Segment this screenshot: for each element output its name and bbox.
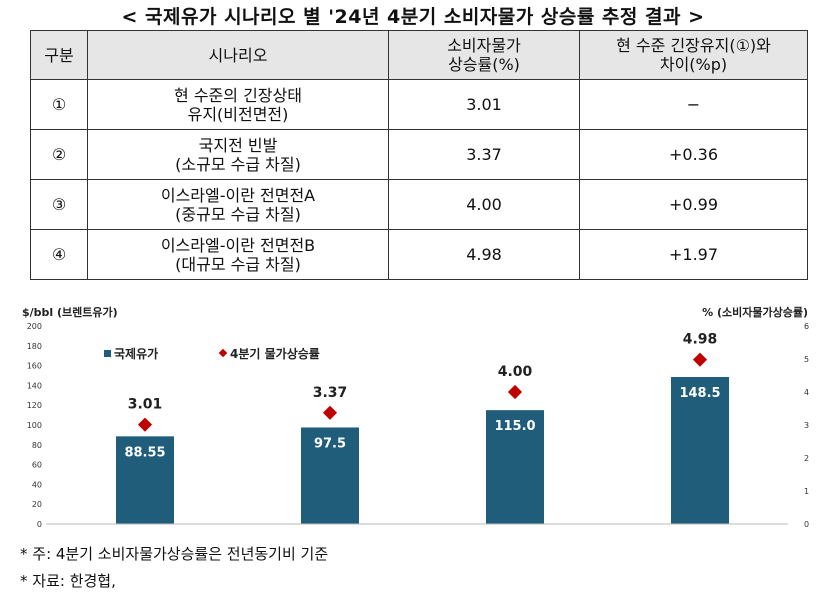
cell-line: 현 수준 긴장유지(①)와 bbox=[616, 36, 771, 55]
cell-line: 소비자물가 bbox=[447, 36, 521, 55]
cell-line: (대규모 수급 차질) bbox=[175, 254, 301, 274]
cell-line: 차이(%p) bbox=[659, 55, 728, 74]
cpi-value-label: 3.37 bbox=[313, 385, 348, 401]
header-cpi-rate: 소비자물가 상승률(%) bbox=[388, 30, 580, 80]
right-tick-label: 3 bbox=[804, 421, 809, 430]
cpi-value-label: 4.98 bbox=[683, 332, 718, 348]
footnote-source: * 자료: 한경협, bbox=[20, 572, 116, 590]
page-title: < 국제유가 시나리오 별 '24년 4분기 소비자물가 상승률 추정 결과 > bbox=[121, 6, 705, 28]
table-row: ① 현 수준의 긴장상태 유지(비전면전) 3.01 − bbox=[30, 79, 808, 130]
left-tick-label: 60 bbox=[32, 461, 42, 470]
bar bbox=[486, 410, 544, 524]
cell-line: 이스라엘-이란 전면전A bbox=[160, 185, 316, 205]
cpi-marker bbox=[507, 384, 523, 400]
right-tick-label: 1 bbox=[804, 487, 809, 496]
row-diff: +1.97 bbox=[579, 229, 808, 280]
bar-value-label: 88.55 bbox=[124, 445, 165, 460]
bar-value-label: 115.0 bbox=[494, 419, 535, 434]
row-rate: 3.01 bbox=[388, 79, 580, 130]
cell-line: 국지전 빈발 bbox=[198, 135, 278, 155]
right-tick-label: 2 bbox=[804, 454, 809, 463]
right-axis-label: % (소비자물가상승률) bbox=[702, 305, 808, 319]
header-scenario: 시나리오 bbox=[87, 30, 389, 80]
right-tick-label: 4 bbox=[804, 388, 809, 397]
row-rate: 3.37 bbox=[388, 129, 580, 180]
row-rate: 4.00 bbox=[388, 179, 580, 230]
row-id: ① bbox=[30, 79, 88, 130]
cpi-marker bbox=[137, 417, 153, 432]
cell-line: 시나리오 bbox=[208, 45, 268, 65]
table-header-row: 구분 시나리오 소비자물가 상승률(%) 현 수준 긴장유지(①)와 차이(%p) bbox=[30, 30, 808, 80]
bar-value-label: 148.5 bbox=[679, 386, 720, 401]
left-tick-label: 160 bbox=[27, 362, 42, 371]
bar bbox=[671, 376, 729, 524]
row-rate: 4.98 bbox=[388, 229, 580, 280]
table-row: ④ 이스라엘-이란 전면전B (대규모 수급 차질) 4.98 +1.97 bbox=[30, 229, 808, 280]
row-scenario: 국지전 빈발 (소규모 수급 차질) bbox=[87, 129, 389, 180]
left-tick-label: 20 bbox=[32, 500, 42, 509]
legend-cpi-rate: 4분기 물가상승률 bbox=[230, 346, 320, 361]
cell-line: 유지(비전면전) bbox=[187, 104, 289, 124]
footnote-note: * 주: 4분기 소비자물가상승률은 전년동기비 기준 bbox=[20, 545, 329, 563]
cell-line: 구분 bbox=[44, 45, 74, 65]
legend-marker-swatch bbox=[218, 348, 228, 358]
legend: 국제유가 4분기 물가상승률 bbox=[104, 346, 320, 361]
cell-line: 상승률(%) bbox=[448, 55, 520, 74]
left-axis-label: $/bbl (브렌트유가) bbox=[22, 305, 118, 319]
header-difference: 현 수준 긴장유지(①)와 차이(%p) bbox=[579, 30, 808, 80]
left-tick-label: 140 bbox=[27, 381, 42, 390]
scenario-table: 구분 시나리오 소비자물가 상승률(%) 현 수준 긴장유지(①)와 차이(%p) … bbox=[30, 30, 808, 280]
bar bbox=[301, 427, 359, 524]
row-id: ④ bbox=[30, 229, 88, 280]
left-tick-label: 200 bbox=[27, 322, 42, 331]
legend-bar-swatch bbox=[104, 350, 111, 357]
table-row: ③ 이스라엘-이란 전면전A (중규모 수급 차질) 4.00 +0.99 bbox=[30, 179, 808, 230]
cpi-marker bbox=[692, 352, 708, 367]
row-id: ② bbox=[30, 129, 88, 180]
row-diff: − bbox=[579, 79, 808, 130]
legend-oil-price: 국제유가 bbox=[114, 346, 158, 361]
row-diff: +0.99 bbox=[579, 179, 808, 230]
right-tick-label: 0 bbox=[804, 520, 809, 529]
row-scenario: 이스라엘-이란 전면전A (중규모 수급 차질) bbox=[87, 179, 389, 230]
cell-line: (중규모 수급 차질) bbox=[175, 204, 301, 224]
left-tick-label: 180 bbox=[27, 342, 42, 351]
table-row: ② 국지전 빈발 (소규모 수급 차질) 3.37 +0.36 bbox=[30, 129, 808, 180]
bar-value-label: 97.5 bbox=[314, 436, 346, 451]
cell-line: (소규모 수급 차질) bbox=[175, 154, 301, 174]
cpi-value-label: 4.00 bbox=[498, 364, 533, 380]
cpi-value-label: 3.01 bbox=[128, 397, 163, 413]
right-tick-label: 6 bbox=[804, 322, 809, 331]
left-tick-label: 80 bbox=[32, 441, 42, 450]
right-tick-label: 5 bbox=[804, 355, 809, 364]
cell-line: 이스라엘-이란 전면전B bbox=[160, 235, 316, 255]
row-diff: +0.36 bbox=[579, 129, 808, 180]
cpi-marker bbox=[322, 405, 338, 420]
left-tick-label: 40 bbox=[32, 480, 42, 489]
row-scenario: 이스라엘-이란 전면전B (대규모 수급 차질) bbox=[87, 229, 389, 280]
cell-line: 현 수준의 긴장상태 bbox=[174, 85, 302, 105]
left-tick-label: 0 bbox=[37, 520, 42, 529]
row-id: ③ bbox=[30, 179, 88, 230]
bar bbox=[116, 436, 174, 524]
left-tick-label: 100 bbox=[27, 421, 42, 430]
row-scenario: 현 수준의 긴장상태 유지(비전면전) bbox=[87, 79, 389, 130]
left-tick-label: 120 bbox=[27, 401, 42, 410]
